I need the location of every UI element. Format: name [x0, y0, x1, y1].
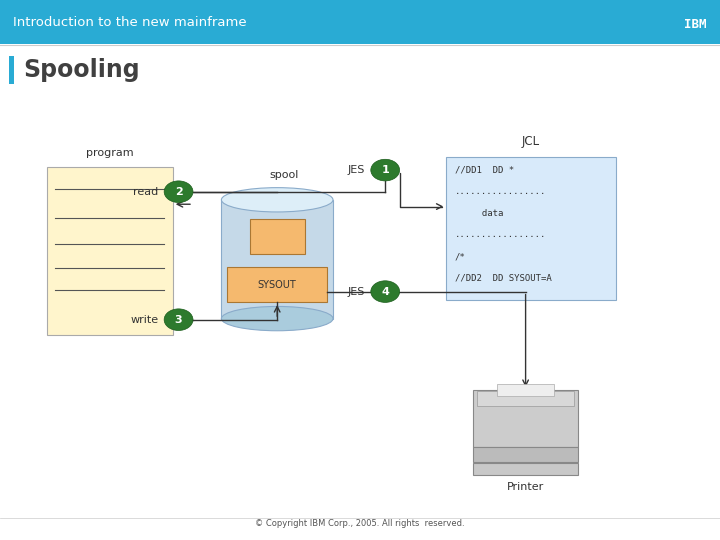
FancyBboxPatch shape — [222, 200, 333, 319]
Circle shape — [371, 159, 400, 181]
Text: spool: spool — [270, 170, 299, 179]
Circle shape — [371, 281, 400, 302]
FancyBboxPatch shape — [228, 267, 327, 302]
Text: 1: 1 — [382, 165, 389, 175]
Text: program: program — [86, 147, 134, 158]
Text: JES: JES — [348, 165, 365, 175]
Text: .................: ................. — [455, 187, 546, 196]
Text: 3: 3 — [175, 315, 182, 325]
Text: /*: /* — [455, 252, 466, 261]
Text: 4: 4 — [382, 287, 389, 296]
Text: data: data — [455, 209, 503, 218]
FancyBboxPatch shape — [474, 390, 577, 447]
FancyBboxPatch shape — [474, 447, 577, 462]
Circle shape — [164, 309, 193, 330]
Ellipse shape — [222, 306, 333, 330]
FancyBboxPatch shape — [9, 56, 14, 84]
FancyBboxPatch shape — [250, 219, 305, 254]
FancyBboxPatch shape — [474, 463, 577, 475]
FancyBboxPatch shape — [0, 0, 720, 44]
Text: Introduction to the new mainframe: Introduction to the new mainframe — [13, 16, 246, 29]
Text: © Copyright IBM Corp., 2005. All rights  reserved.: © Copyright IBM Corp., 2005. All rights … — [255, 519, 465, 528]
Text: read: read — [133, 187, 158, 197]
Text: write: write — [130, 315, 158, 325]
Text: //DD2  DD SYSOUT=A: //DD2 DD SYSOUT=A — [455, 274, 552, 282]
Text: Spooling: Spooling — [23, 58, 140, 82]
Circle shape — [164, 181, 193, 202]
FancyBboxPatch shape — [477, 391, 575, 406]
Text: JES: JES — [348, 287, 365, 296]
FancyBboxPatch shape — [47, 167, 173, 335]
Text: .................: ................. — [455, 231, 546, 239]
Text: JCL: JCL — [522, 135, 540, 148]
Text: SYSOUT: SYSOUT — [258, 280, 297, 289]
Text: //DD1  DD *: //DD1 DD * — [455, 166, 514, 174]
Text: 2: 2 — [175, 187, 182, 197]
Text: IBM: IBM — [684, 18, 707, 31]
Text: Printer: Printer — [507, 482, 544, 492]
Ellipse shape — [222, 188, 333, 212]
FancyBboxPatch shape — [446, 157, 616, 300]
FancyBboxPatch shape — [677, 11, 714, 39]
FancyBboxPatch shape — [497, 383, 554, 395]
